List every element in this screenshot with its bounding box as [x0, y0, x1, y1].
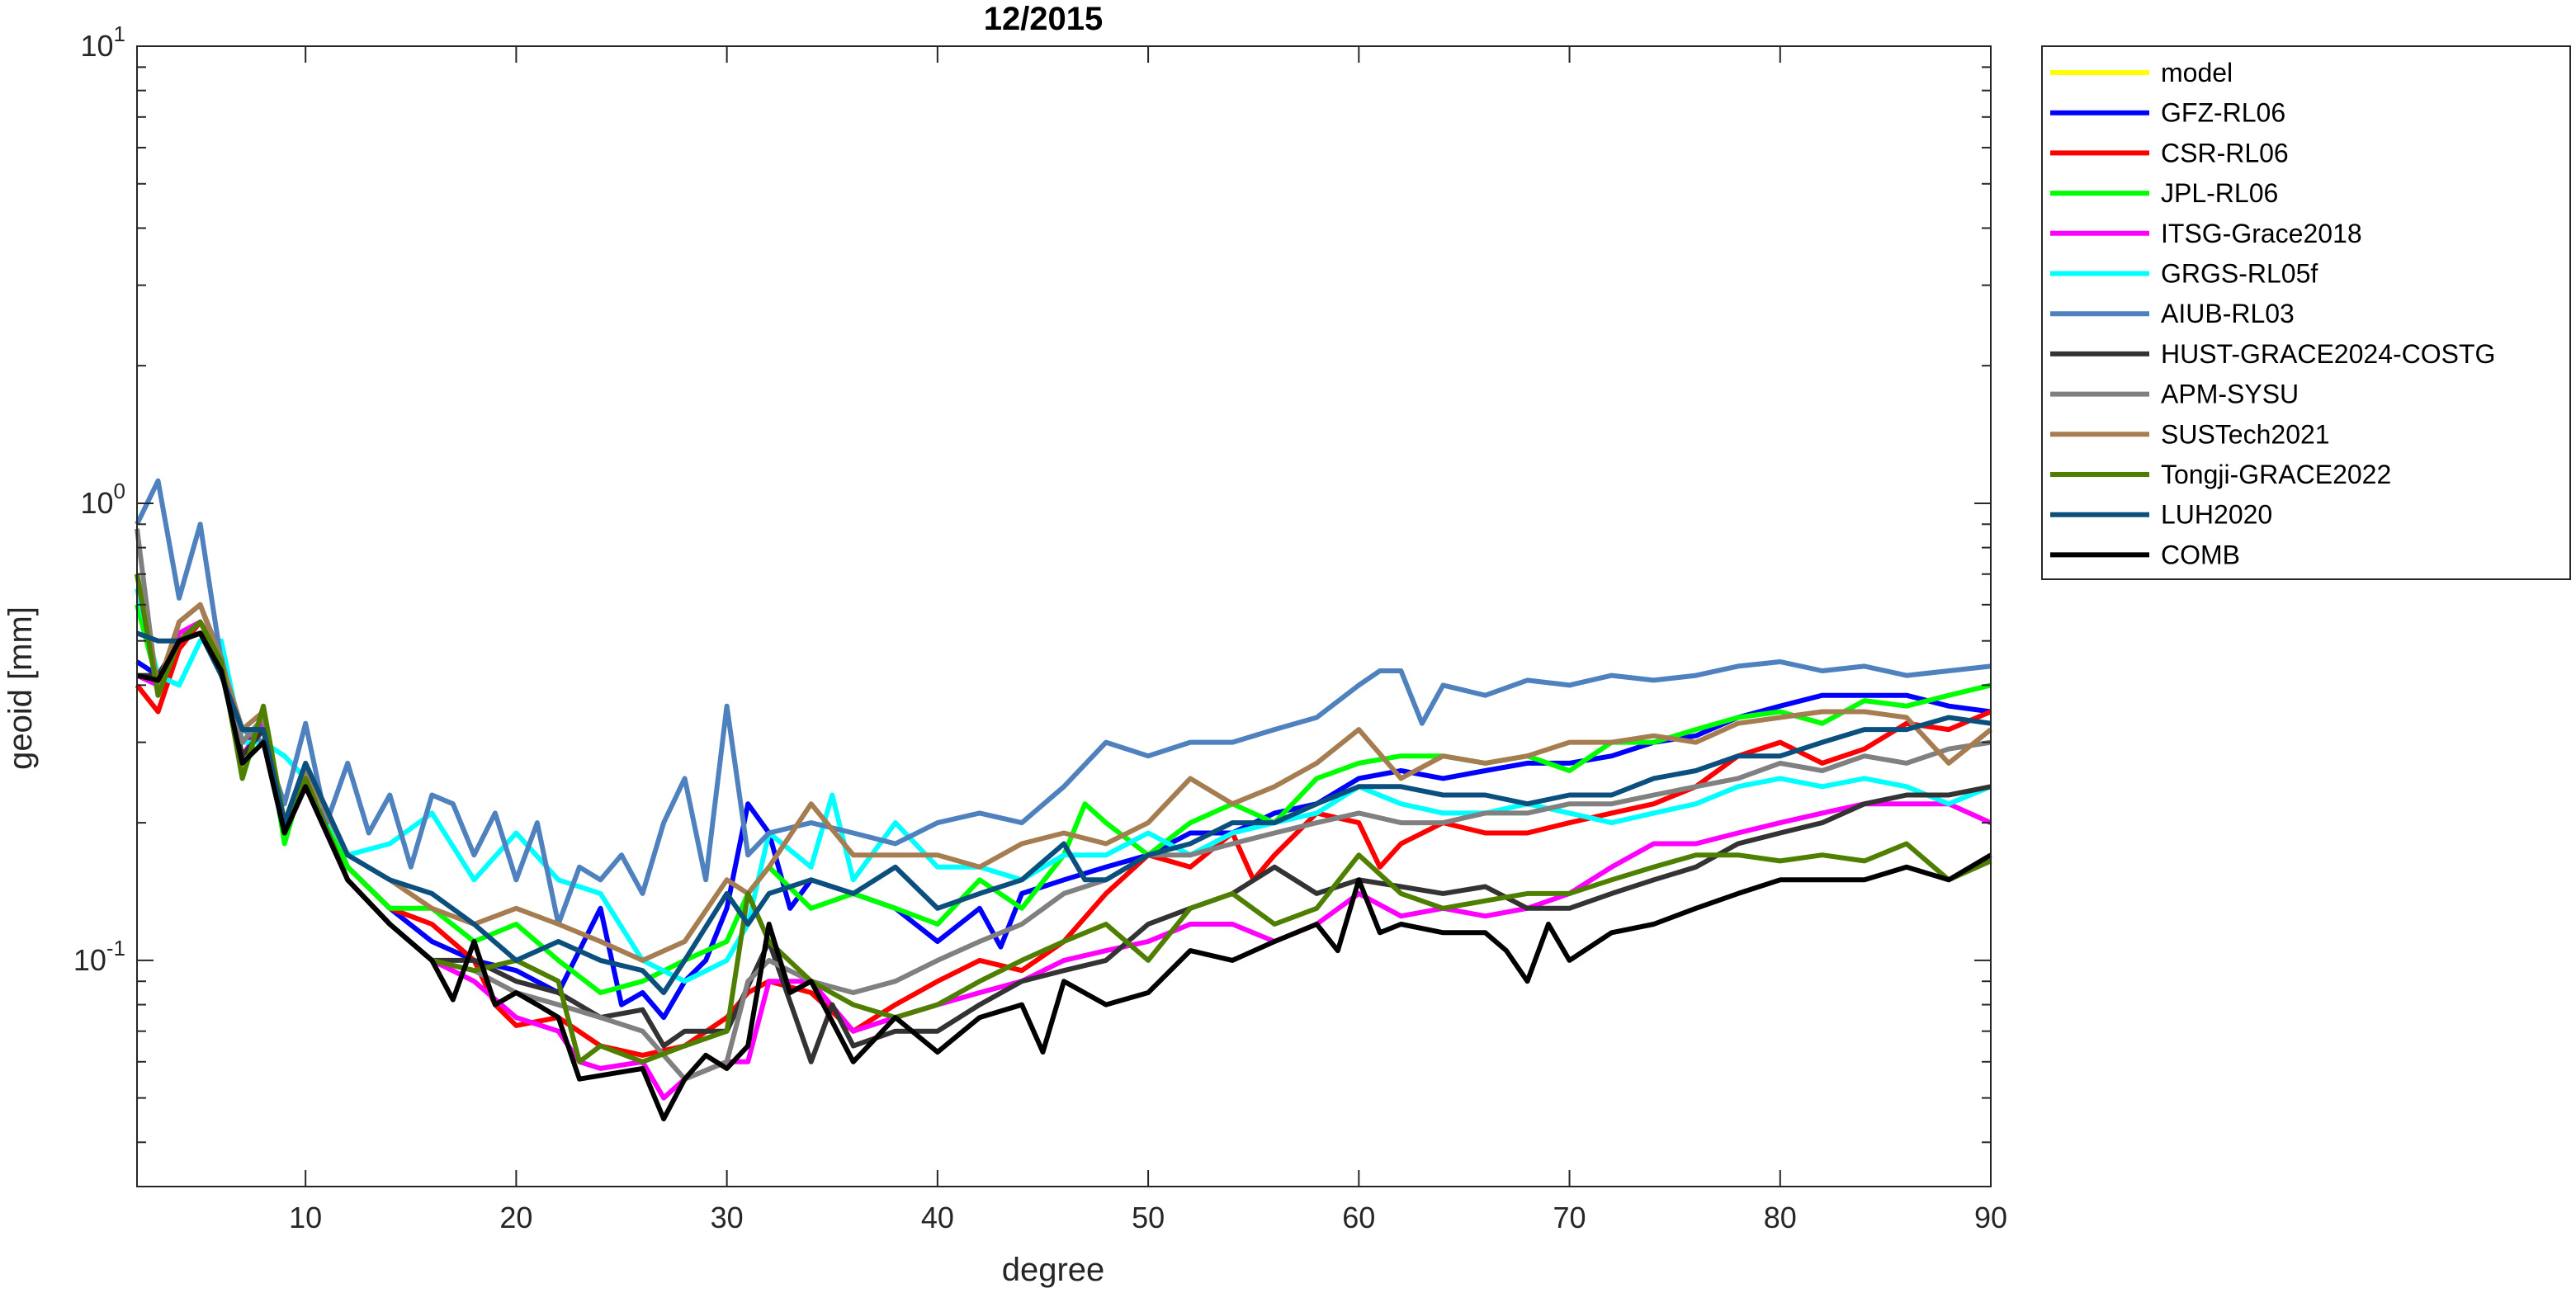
- x-axis: 10 20 30 40 50 60 70 80 90: [289, 46, 2007, 1234]
- y-tick-label-exponent: -1: [106, 936, 125, 960]
- x-tick-label: 60: [1342, 1201, 1375, 1234]
- legend-label: ITSG-Grace2018: [2161, 219, 2362, 248]
- y-tick-label: 100: [80, 479, 125, 520]
- legend-label: GRGS-RL05f: [2161, 259, 2318, 289]
- x-tick-label: 70: [1553, 1201, 1586, 1234]
- y-tick-label-base: 10: [73, 943, 106, 977]
- y-tick-label-base: 10: [80, 29, 113, 63]
- legend-label: SUSTech2021: [2161, 419, 2330, 449]
- y-axis-title: geoid [mm]: [2, 606, 39, 770]
- legend-label: CSR-RL06: [2161, 138, 2289, 168]
- x-tick-label: 50: [1132, 1201, 1165, 1234]
- x-tick-label: 80: [1764, 1201, 1797, 1234]
- x-axis-title: degree: [1002, 1252, 1105, 1288]
- x-tick-label: 40: [921, 1201, 954, 1234]
- legend-label: AIUB-RL03: [2161, 299, 2295, 328]
- y-tick-label: 10-1: [73, 936, 125, 977]
- legend-label: Tongji-GRACE2022: [2161, 460, 2391, 489]
- legend-label: model: [2161, 58, 2233, 87]
- legend-label: JPL-RL06: [2161, 178, 2278, 208]
- x-tick-label: 30: [711, 1201, 744, 1234]
- plot-series: [135, 478, 1992, 1121]
- legend-label: HUST-GRACE2024-COSTG: [2161, 339, 2495, 369]
- series-line-comb: [136, 630, 1992, 1121]
- x-tick-label: 20: [499, 1201, 532, 1234]
- legend: model GFZ-RL06 CSR-RL06 JPL-RL06 ITSG-Grace2…: [2041, 45, 2571, 580]
- series-line-aiub-rl03: [135, 478, 1992, 927]
- legend-label: COMB: [2161, 540, 2240, 569]
- series-line-luh2020: [135, 630, 1992, 995]
- y-tick-label-exponent: 0: [114, 479, 125, 503]
- series-line-sustech2021: [135, 573, 1992, 963]
- legend-items: model GFZ-RL06 CSR-RL06 JPL-RL06 ITSG-Grace2…: [2050, 58, 2495, 569]
- y-tick-label: 101: [80, 21, 125, 63]
- y-tick-label-base: 10: [80, 486, 113, 520]
- legend-label: APM-SYSU: [2161, 380, 2299, 409]
- x-tick-label: 90: [1974, 1201, 2007, 1234]
- legend-label: LUH2020: [2161, 500, 2272, 530]
- y-tick-label-exponent: 1: [114, 21, 125, 46]
- chart-title: 12/2015: [984, 1, 1104, 37]
- legend-label: GFZ-RL06: [2161, 98, 2285, 128]
- x-tick-label: 10: [289, 1201, 322, 1234]
- plot-area-frame: [136, 45, 1992, 1187]
